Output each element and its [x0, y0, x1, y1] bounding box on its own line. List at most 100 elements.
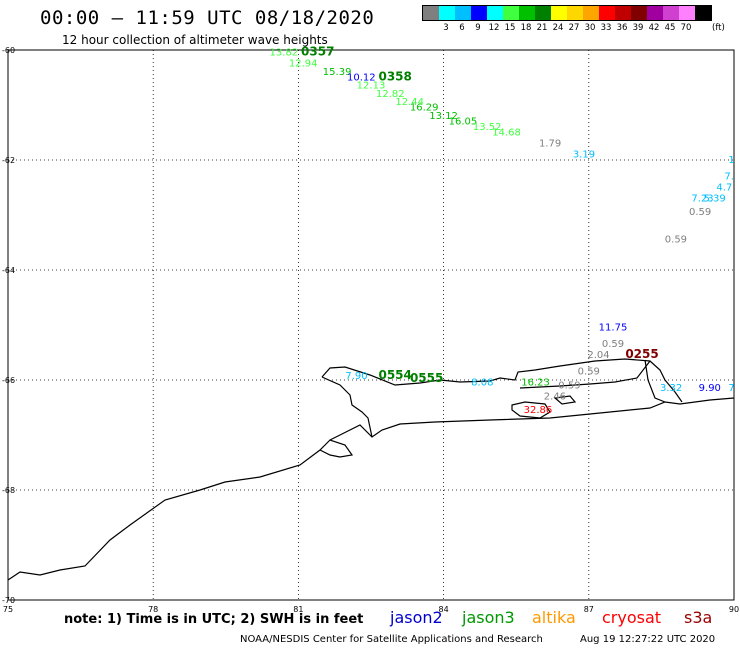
legend-tick-label: 33 — [600, 23, 612, 33]
wave-height-value: 12.13 — [357, 81, 386, 92]
wave-height-value: 1 — [728, 155, 734, 166]
longitude-tick-label: 81 — [293, 605, 303, 614]
satellite-legend-jason2: jason2 — [390, 608, 443, 627]
wave-height-value: 13.12 — [429, 111, 458, 122]
legend-tick-label: 30 — [584, 23, 596, 33]
pass-time-label: 0358 — [378, 69, 411, 83]
credit-line: NOAA/NESDIS Center for Satellite Applica… — [240, 634, 543, 645]
coastline — [7, 358, 735, 581]
legend-swatch — [695, 6, 711, 20]
legend-unit: (ft) — [712, 23, 725, 33]
coastline-east — [644, 359, 666, 403]
legend-swatch — [455, 6, 471, 20]
legend-swatch — [535, 6, 551, 20]
legend-swatch — [519, 6, 535, 20]
generated-timestamp: Aug 19 12:27:22 UTC 2020 — [580, 634, 716, 645]
wave-height-legend: 3 6 9 12 15 18 21 24 27 30 33 36 39 42 45 70 (ft) — [422, 5, 725, 35]
wave-height-value: 0.59 — [578, 367, 600, 378]
legend-swatch — [503, 6, 519, 20]
satellite-legend-jason3: jason3 — [462, 608, 515, 627]
wave-height-value: 12.82 — [376, 89, 405, 100]
coastline-shelf — [329, 397, 735, 441]
wave-height-value: 13.82 — [270, 48, 299, 59]
wave-height-value: 2.04 — [587, 350, 609, 361]
map-frame — [7, 49, 735, 601]
legend-tick-label: 45 — [664, 23, 676, 33]
wave-height-value: 0.59 — [602, 339, 624, 350]
longitude-tick-label: 87 — [584, 605, 594, 614]
latitude-tick-label: -60 — [2, 46, 15, 55]
wave-height-value: 4.7 — [716, 182, 732, 193]
wave-height-value: 8.08 — [471, 378, 493, 389]
wave-height-value: 7. — [724, 171, 734, 182]
legend-swatch — [439, 6, 455, 20]
wave-height-value: 16.23 — [521, 378, 550, 389]
wave-height-value: 2.46 — [544, 391, 566, 402]
wave-height-value: 7 — [728, 383, 734, 394]
page-subtitle: 12 hour collection of altimeter wave hei… — [62, 33, 328, 47]
legend-tick-label: 3 — [443, 23, 449, 33]
wave-height-value: 16.05 — [449, 116, 478, 127]
legend-tick-label: 21 — [536, 23, 548, 33]
legend-tick-label: 70 — [680, 23, 692, 33]
latitude-tick-label: -68 — [2, 486, 15, 495]
wave-height-value: 3.19 — [573, 149, 595, 160]
pass-time-label: 0554 — [378, 368, 411, 382]
latitude-tick-label: -62 — [2, 156, 15, 165]
longitude-tick-label: 84 — [439, 605, 449, 614]
legend-tick-label: 24 — [552, 23, 564, 33]
legend-tick-label: 6 — [459, 23, 465, 33]
wave-height-value: 13.52 — [473, 122, 502, 133]
latitude-tick-label: -70 — [2, 596, 15, 605]
wave-height-value: 7.90 — [345, 371, 367, 382]
longitude-tick-label: 90 — [729, 605, 739, 614]
legend-swatch — [679, 6, 695, 20]
wave-height-value: 7.23 — [691, 193, 713, 204]
legend-tick-label: 18 — [520, 23, 532, 33]
wave-height-value: 0.59 — [689, 207, 711, 218]
wave-height-value: 5.39 — [704, 193, 726, 204]
legend-tick-label: 12 — [488, 23, 500, 33]
satellite-legend-cryosat: cryosat — [602, 608, 662, 627]
legend-swatch — [471, 6, 487, 20]
satellite-legend-altika: altika — [532, 608, 576, 627]
legend-swatch — [599, 6, 615, 20]
wave-height-value: 32.86 — [524, 405, 553, 416]
wave-height-value: 3.32 — [660, 383, 682, 394]
longitude-tick-label: 78 — [148, 605, 158, 614]
wave-height-value: 0.59 — [665, 235, 687, 246]
coastline-ice-front — [321, 358, 683, 403]
legend-tick-label: 42 — [648, 23, 660, 33]
legend-swatch — [647, 6, 663, 20]
longitude-tick-label: 75 — [3, 605, 13, 614]
island-2 — [553, 395, 577, 405]
latitude-tick-label: -64 — [2, 266, 15, 275]
map-gridlines — [7, 49, 735, 601]
wave-height-value: 15.39 — [323, 67, 352, 78]
legend-swatch — [615, 6, 631, 20]
legend-swatch — [567, 6, 583, 20]
pass-time-label: 0255 — [625, 347, 658, 361]
legend-swatch — [631, 6, 647, 20]
pass-time-label: 0555 — [410, 371, 443, 385]
wave-height-value: 12.94 — [289, 59, 318, 70]
legend-swatch — [583, 6, 599, 20]
legend-swatch — [487, 6, 503, 20]
units-note: note: 1) Time is in UTC; 2) SWH is in fe… — [64, 612, 364, 627]
satellite-legend-s3a: s3a — [684, 608, 713, 627]
wave-height-value: 14.68 — [492, 127, 521, 138]
legend-swatch — [551, 6, 567, 20]
latitude-tick-label: -66 — [2, 376, 15, 385]
legend-tick-label: 36 — [616, 23, 628, 33]
coastline-bay — [519, 360, 651, 389]
wave-height-value: 1.79 — [539, 138, 561, 149]
wave-height-value: 0.59 — [558, 380, 580, 391]
wave-height-value: 10.12 — [347, 72, 376, 83]
legend-swatch — [663, 6, 679, 20]
legend-tick-label: 15 — [504, 23, 516, 33]
wave-height-value: 16.29 — [410, 103, 439, 114]
latitude-labels: -60 -62 -64 -66 -68 -70 — [2, 46, 15, 605]
